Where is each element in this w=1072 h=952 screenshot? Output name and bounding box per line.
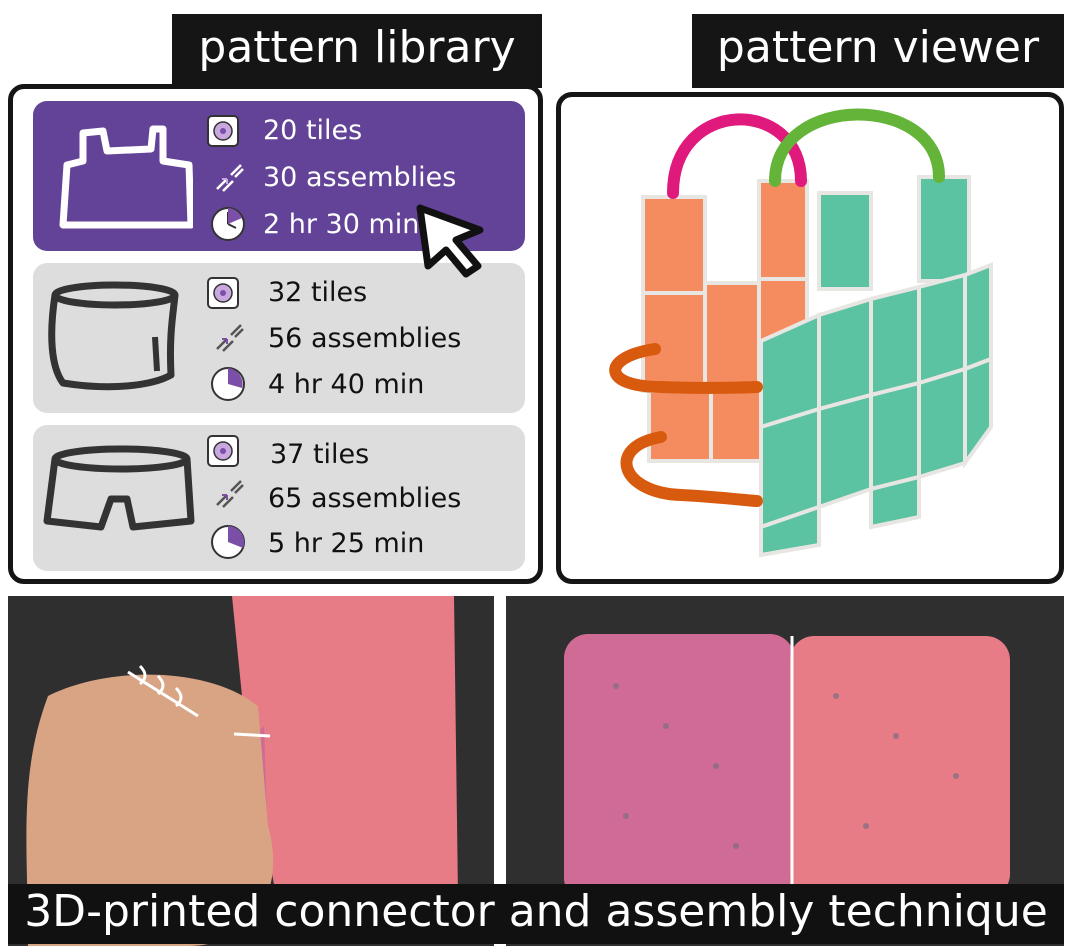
tiles-count: 37 tiles [270, 439, 370, 470]
assemblies-count: 30 assemblies [263, 162, 457, 193]
assembly-icon [213, 321, 245, 357]
caption-banner: 3D-printed connector and assembly techni… [8, 884, 1064, 944]
pattern-library-panel: 20 tiles 30 assemblies 2 hr 30 min 32 ti… [8, 84, 543, 584]
tile-pattern-3d-view[interactable] [561, 97, 1059, 579]
time-estimate: 4 hr 40 min [268, 369, 425, 400]
tab-pattern-library[interactable]: pattern library [172, 14, 542, 88]
tile-icon [205, 275, 241, 315]
assembly-icon [213, 161, 245, 197]
cursor-icon [416, 204, 484, 278]
assemblies-count: 65 assemblies [268, 483, 462, 514]
tiles-count: 20 tiles [263, 115, 363, 146]
clock-icon [209, 205, 247, 247]
top-icon [59, 125, 193, 229]
pattern-card-shorts[interactable]: 37 tiles 65 assemblies 5 hr 25 min [33, 425, 525, 571]
tile-icon [205, 433, 241, 473]
pattern-card-skirt[interactable]: 32 tiles 56 assemblies 4 hr 40 min [33, 263, 525, 413]
assembly-icon [213, 477, 245, 513]
pattern-viewer-panel [556, 92, 1064, 584]
pattern-card-top[interactable]: 20 tiles 30 assemblies 2 hr 30 min [33, 101, 525, 251]
shorts-icon [43, 445, 195, 531]
clock-icon [209, 523, 247, 565]
clock-icon [209, 365, 247, 407]
assemblies-count: 56 assemblies [268, 323, 462, 354]
time-estimate: 2 hr 30 min [263, 209, 420, 240]
tile-icon [205, 113, 241, 153]
tab-pattern-viewer[interactable]: pattern viewer [692, 14, 1064, 88]
skirt-icon [48, 281, 179, 391]
time-estimate: 5 hr 25 min [268, 528, 425, 559]
tiles-count: 32 tiles [268, 277, 368, 308]
